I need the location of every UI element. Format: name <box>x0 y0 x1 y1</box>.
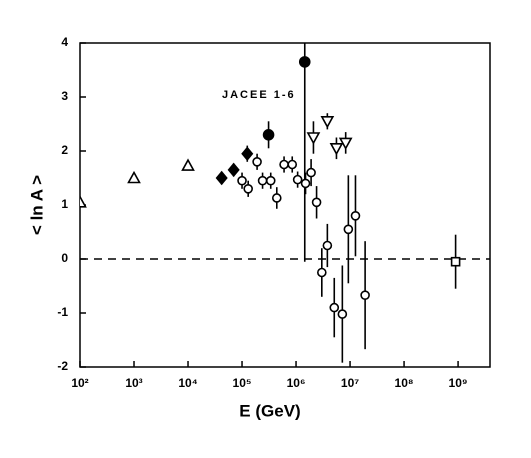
point <box>300 178 311 189</box>
point <box>320 116 335 129</box>
x-tick-label: 10⁴ <box>178 376 197 390</box>
point <box>311 197 322 208</box>
y-tick-label: -1 <box>57 305 68 319</box>
point <box>265 175 276 186</box>
x-tick-label: 10⁵ <box>233 376 252 390</box>
x-tick-label: 10⁶ <box>287 376 306 390</box>
y-tick-label: 4 <box>61 35 68 49</box>
point <box>306 132 321 145</box>
point <box>322 240 333 251</box>
point <box>215 170 228 186</box>
y-axis-label: < ln A > <box>27 175 46 235</box>
point <box>257 175 268 186</box>
point <box>252 157 262 167</box>
point <box>292 174 303 185</box>
point <box>317 267 327 278</box>
y-tick-label: 1 <box>61 197 68 211</box>
x-tick-label: 10⁷ <box>341 376 359 390</box>
x-tick-label: 10⁹ <box>449 376 468 390</box>
point <box>298 56 311 68</box>
point <box>241 146 254 161</box>
point <box>338 137 353 151</box>
point <box>287 159 298 170</box>
y-tick-label: -2 <box>57 359 68 373</box>
x-tick-label: 10⁸ <box>395 376 414 390</box>
y-tick-label: 3 <box>61 89 68 103</box>
point <box>343 224 354 235</box>
annotation: JACEE 1-6 <box>222 89 296 101</box>
point <box>337 309 348 319</box>
y-tick-label: 2 <box>61 143 68 157</box>
point <box>450 256 461 267</box>
point <box>237 175 247 186</box>
point <box>181 158 195 171</box>
point <box>227 162 240 178</box>
point <box>360 290 370 300</box>
point <box>80 195 87 208</box>
point <box>329 302 340 313</box>
x-axis-label: E (GeV) <box>239 401 300 420</box>
point <box>279 159 289 170</box>
y-tick-label: 0 <box>61 251 68 265</box>
point <box>262 129 275 141</box>
data-layer <box>80 43 461 363</box>
point <box>306 167 316 178</box>
point <box>271 193 282 203</box>
point <box>127 170 141 184</box>
point <box>350 211 361 221</box>
point <box>243 184 253 194</box>
x-tick-label: 10² <box>71 376 88 390</box>
point <box>329 143 344 156</box>
x-tick-label: 10³ <box>125 376 142 390</box>
